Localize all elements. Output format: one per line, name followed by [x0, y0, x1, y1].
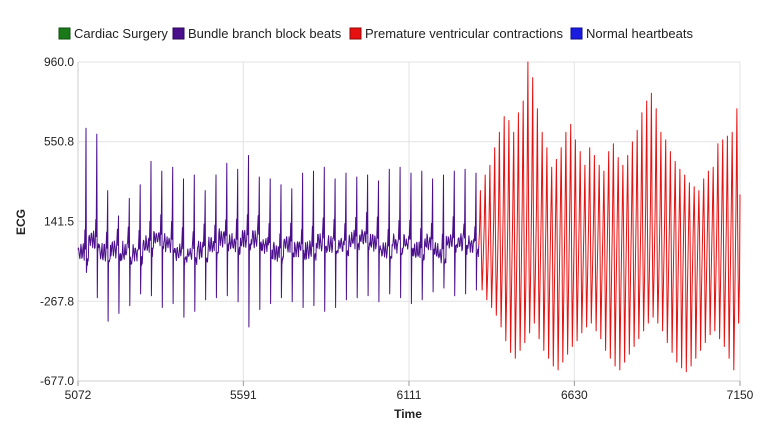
- legend: Cardiac Surgery Bundle branch block beat…: [58, 26, 693, 41]
- y-tick-label: -677.0: [40, 374, 74, 388]
- legend-label-premature-ventricular-contractions: Premature ventricular contractions: [365, 26, 563, 41]
- y-axis-title: ECG: [14, 209, 28, 235]
- legend-swatch-cardiac-surgery: [58, 27, 71, 40]
- x-tick-label: 6630: [561, 388, 588, 402]
- y-tick-label: 141.5: [44, 215, 74, 229]
- y-tick-label: 550.8: [44, 135, 74, 149]
- x-tick-label: 5072: [65, 388, 92, 402]
- series-group: [77, 61, 741, 373]
- legend-item-bundle-branch-block-beats[interactable]: Bundle branch block beats: [172, 26, 342, 41]
- legend-label-cardiac-surgery: Cardiac Surgery: [74, 26, 168, 41]
- legend-label-bundle-branch-block-beats: Bundle branch block beats: [188, 26, 342, 41]
- y-tick-label: -267.8: [40, 294, 74, 308]
- legend-swatch-premature-ventricular-contractions: [349, 27, 362, 40]
- legend-label-normal-heartbeats: Normal heartbeats: [586, 26, 693, 41]
- legend-item-normal-heartbeats[interactable]: Normal heartbeats: [570, 26, 693, 41]
- x-tick-label: 6111: [397, 388, 422, 402]
- legend-item-premature-ventricular-contractions[interactable]: Premature ventricular contractions: [349, 26, 563, 41]
- legend-item-cardiac-surgery[interactable]: Cardiac Surgery: [58, 26, 168, 41]
- y-axis: 960.0 550.8 141.5 -267.8 -677.0: [40, 55, 74, 388]
- x-axis-title: Time: [394, 407, 422, 421]
- series-line-premature-ventricular-contractions: [478, 61, 741, 373]
- x-axis: 5072 5591 6111 6630 7150: [65, 381, 754, 402]
- legend-swatch-bundle-branch-block-beats: [172, 27, 185, 40]
- x-tick-label: 7150: [727, 388, 754, 402]
- x-tick-label: 5591: [230, 388, 257, 402]
- series-line-bundle-branch-block-beats: [77, 127, 480, 328]
- legend-swatch-normal-heartbeats: [570, 27, 583, 40]
- y-tick-label: 960.0: [44, 55, 74, 69]
